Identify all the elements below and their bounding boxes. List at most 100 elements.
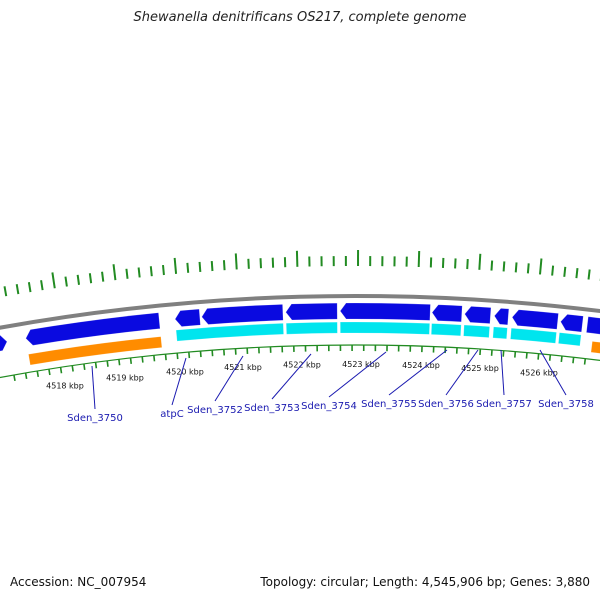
gene-label-leader (271, 353, 312, 400)
axis-tick (48, 368, 51, 376)
cds-feature[interactable] (494, 308, 510, 326)
gene-label-leader (539, 349, 567, 396)
topology-label: Topology: circular; Length: 4,545,906 bp… (260, 575, 590, 589)
gene-label[interactable]: Sden_3752 (187, 405, 243, 416)
gene-feature[interactable] (339, 321, 431, 335)
gc-tick (27, 282, 32, 293)
axis-tick (106, 360, 109, 367)
axis-tick (525, 352, 528, 359)
coordinate-label: 4521 kbp (224, 363, 262, 372)
gene-feature[interactable] (590, 340, 600, 354)
gene-label[interactable]: Sden_3758 (538, 399, 594, 410)
cds-feature[interactable] (174, 308, 201, 327)
feature-track (0, 302, 600, 366)
gc-tick (3, 286, 8, 297)
gene-feature[interactable] (463, 324, 491, 338)
cds-feature[interactable] (431, 304, 463, 323)
cds-feature[interactable] (0, 334, 8, 352)
coordinate-label: 4518 kbp (46, 382, 84, 391)
axis-tick (560, 355, 563, 363)
gene-label-leader (328, 351, 387, 398)
gc-tick (478, 253, 482, 270)
gc-tick (88, 273, 93, 284)
axis-tick (36, 370, 40, 378)
coordinate-label: 4520 kbp (166, 367, 204, 376)
gene-feature[interactable] (558, 332, 582, 347)
axis-tick (583, 358, 587, 365)
gene-label[interactable]: Sden_3750 (67, 413, 123, 424)
gene-feature[interactable] (510, 327, 557, 344)
gene-label[interactable]: Sden_3755 (361, 399, 417, 410)
cds-feature[interactable] (285, 302, 338, 321)
gc-tick (587, 269, 591, 280)
axis-tick (83, 363, 86, 370)
gene-feature[interactable] (175, 322, 284, 342)
axis-tick (548, 354, 552, 361)
gene-feature[interactable] (285, 321, 338, 335)
gc-tick (234, 253, 238, 270)
gc-tick (125, 268, 129, 279)
gc-tick (64, 276, 68, 287)
gc-tick (551, 265, 555, 276)
gene-feature[interactable] (492, 326, 508, 340)
map-title: Shewanella denitrificans OS217, complete… (133, 10, 467, 25)
cds-feature[interactable] (201, 304, 284, 325)
gene-label[interactable]: Sden_3754 (301, 401, 357, 412)
gc-tick (173, 257, 178, 274)
axis-tick (141, 356, 144, 363)
gene-label[interactable]: Sden_3753 (244, 403, 300, 414)
gc-tick (149, 266, 153, 277)
gene-label-leader (445, 349, 479, 396)
axis-tick (164, 354, 167, 361)
gc-tick (76, 274, 81, 285)
cds-feature[interactable] (586, 316, 600, 335)
cds-feature[interactable] (464, 306, 492, 324)
gc-tick (112, 264, 117, 281)
gc-tick (198, 261, 202, 272)
gc-tick (575, 268, 579, 279)
coordinate-axis (0, 344, 600, 379)
gc-tick (161, 264, 165, 276)
axis-tick (94, 362, 98, 369)
gc-tick (417, 250, 421, 268)
gc-tick (466, 259, 469, 270)
gc-tick (502, 261, 506, 272)
gene-label[interactable]: atpC (160, 409, 183, 420)
coordinate-label: 4519 kbp (106, 374, 144, 383)
gc-tick (514, 262, 518, 273)
label-track: 4518 kbp 4519 kbp 4520 kbp 4521 kbp 4522 kbp… (46, 349, 594, 424)
gene-label-leader (91, 365, 96, 410)
axis-tick (118, 359, 121, 366)
gc-tick (526, 263, 530, 274)
gene-label-leader (171, 357, 187, 406)
gene-label[interactable]: Sden_3757 (476, 399, 532, 410)
cds-feature[interactable] (339, 302, 431, 321)
accession-label: Accession: NC_007954 (10, 575, 147, 589)
gc-tick (222, 260, 226, 271)
axis-tick (153, 355, 156, 362)
gc-tick (137, 267, 141, 278)
gc-tick (490, 260, 494, 271)
axis-tick (13, 374, 16, 382)
gc-tick (101, 271, 105, 282)
gene-feature[interactable] (28, 336, 163, 366)
genome-backbone (0, 293, 600, 330)
gene-label-leader (500, 349, 505, 396)
cds-feature[interactable] (560, 314, 584, 333)
gene-feature[interactable] (430, 323, 462, 337)
coordinate-label: 4526 kbp (520, 369, 558, 378)
cds-feature[interactable] (25, 312, 161, 346)
coordinate-label: 4523 kbp (342, 360, 380, 369)
gene-label[interactable]: Sden_3756 (418, 399, 474, 410)
cds-feature[interactable] (511, 309, 559, 330)
axis-tick (572, 357, 575, 364)
gc-tick (15, 284, 20, 295)
axis-tick (59, 367, 63, 374)
gc-tick (539, 258, 543, 275)
axis-tick (71, 365, 74, 372)
gc-tick (563, 266, 567, 277)
axis-tick (188, 352, 191, 359)
gc-skew-track (3, 250, 600, 297)
axis-tick (537, 353, 540, 360)
